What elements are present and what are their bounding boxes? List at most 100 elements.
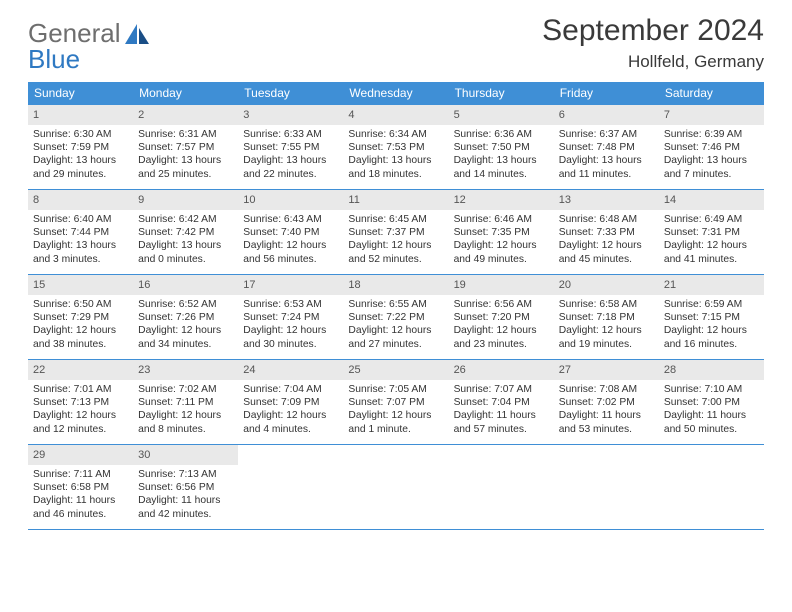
day-body: Sunrise: 6:55 AMSunset: 7:22 PMDaylight:… xyxy=(343,295,448,357)
day-body: Sunrise: 6:31 AMSunset: 7:57 PMDaylight:… xyxy=(133,125,238,187)
sunrise-text: Sunrise: 6:46 AM xyxy=(454,213,549,226)
day-number: 30 xyxy=(133,445,238,465)
day-body: Sunrise: 7:05 AMSunset: 7:07 PMDaylight:… xyxy=(343,380,448,442)
day-cell: 4Sunrise: 6:34 AMSunset: 7:53 PMDaylight… xyxy=(343,105,448,189)
sunrise-text: Sunrise: 6:42 AM xyxy=(138,213,233,226)
day-body: Sunrise: 6:43 AMSunset: 7:40 PMDaylight:… xyxy=(238,210,343,272)
month-title: September 2024 xyxy=(542,14,764,48)
day-cell: 18Sunrise: 6:55 AMSunset: 7:22 PMDayligh… xyxy=(343,275,448,359)
daylight-text: Daylight: 12 hours and 1 minute. xyxy=(348,409,443,435)
day-number: 27 xyxy=(554,360,659,380)
day-number: 22 xyxy=(28,360,133,380)
calendar-grid: Sunday Monday Tuesday Wednesday Thursday… xyxy=(28,82,764,530)
sunrise-text: Sunrise: 6:53 AM xyxy=(243,298,338,311)
sunset-text: Sunset: 7:22 PM xyxy=(348,311,443,324)
day-cell: 25Sunrise: 7:05 AMSunset: 7:07 PMDayligh… xyxy=(343,360,448,444)
day-body: Sunrise: 7:13 AMSunset: 6:56 PMDaylight:… xyxy=(133,465,238,527)
day-cell: 30Sunrise: 7:13 AMSunset: 6:56 PMDayligh… xyxy=(133,445,238,529)
day-number: 16 xyxy=(133,275,238,295)
sunset-text: Sunset: 6:56 PM xyxy=(138,481,233,494)
week-row: 22Sunrise: 7:01 AMSunset: 7:13 PMDayligh… xyxy=(28,360,764,445)
day-body: Sunrise: 6:58 AMSunset: 7:18 PMDaylight:… xyxy=(554,295,659,357)
daylight-text: Daylight: 12 hours and 34 minutes. xyxy=(138,324,233,350)
sunrise-text: Sunrise: 6:58 AM xyxy=(559,298,654,311)
day-body: Sunrise: 7:10 AMSunset: 7:00 PMDaylight:… xyxy=(659,380,764,442)
day-number: 8 xyxy=(28,190,133,210)
sunrise-text: Sunrise: 6:39 AM xyxy=(664,128,759,141)
week-row: 15Sunrise: 6:50 AMSunset: 7:29 PMDayligh… xyxy=(28,275,764,360)
day-cell xyxy=(554,445,659,529)
day-cell: 17Sunrise: 6:53 AMSunset: 7:24 PMDayligh… xyxy=(238,275,343,359)
sunrise-text: Sunrise: 7:01 AM xyxy=(33,383,128,396)
daylight-text: Daylight: 12 hours and 19 minutes. xyxy=(559,324,654,350)
day-cell: 14Sunrise: 6:49 AMSunset: 7:31 PMDayligh… xyxy=(659,190,764,274)
daylight-text: Daylight: 13 hours and 7 minutes. xyxy=(664,154,759,180)
day-number: 2 xyxy=(133,105,238,125)
day-number: 15 xyxy=(28,275,133,295)
sunrise-text: Sunrise: 6:40 AM xyxy=(33,213,128,226)
day-body: Sunrise: 6:56 AMSunset: 7:20 PMDaylight:… xyxy=(449,295,554,357)
week-row: 1Sunrise: 6:30 AMSunset: 7:59 PMDaylight… xyxy=(28,105,764,190)
day-number: 3 xyxy=(238,105,343,125)
sunrise-text: Sunrise: 7:07 AM xyxy=(454,383,549,396)
day-cell xyxy=(238,445,343,529)
sunset-text: Sunset: 7:35 PM xyxy=(454,226,549,239)
day-cell: 24Sunrise: 7:04 AMSunset: 7:09 PMDayligh… xyxy=(238,360,343,444)
day-body: Sunrise: 7:11 AMSunset: 6:58 PMDaylight:… xyxy=(28,465,133,527)
day-body: Sunrise: 7:08 AMSunset: 7:02 PMDaylight:… xyxy=(554,380,659,442)
day-of-week-header: Sunday Monday Tuesday Wednesday Thursday… xyxy=(28,82,764,105)
day-body: Sunrise: 7:01 AMSunset: 7:13 PMDaylight:… xyxy=(28,380,133,442)
header: General Blue September 2024 Hollfeld, Ge… xyxy=(28,14,764,72)
day-cell: 13Sunrise: 6:48 AMSunset: 7:33 PMDayligh… xyxy=(554,190,659,274)
day-number: 24 xyxy=(238,360,343,380)
daylight-text: Daylight: 13 hours and 18 minutes. xyxy=(348,154,443,180)
sunset-text: Sunset: 7:46 PM xyxy=(664,141,759,154)
sunset-text: Sunset: 7:00 PM xyxy=(664,396,759,409)
daylight-text: Daylight: 12 hours and 8 minutes. xyxy=(138,409,233,435)
day-body: Sunrise: 6:46 AMSunset: 7:35 PMDaylight:… xyxy=(449,210,554,272)
sunset-text: Sunset: 7:50 PM xyxy=(454,141,549,154)
day-number: 26 xyxy=(449,360,554,380)
day-body: Sunrise: 6:34 AMSunset: 7:53 PMDaylight:… xyxy=(343,125,448,187)
day-body: Sunrise: 6:33 AMSunset: 7:55 PMDaylight:… xyxy=(238,125,343,187)
day-number: 21 xyxy=(659,275,764,295)
daylight-text: Daylight: 12 hours and 4 minutes. xyxy=(243,409,338,435)
daylight-text: Daylight: 12 hours and 41 minutes. xyxy=(664,239,759,265)
dow-tuesday: Tuesday xyxy=(238,82,343,105)
daylight-text: Daylight: 13 hours and 22 minutes. xyxy=(243,154,338,180)
sunset-text: Sunset: 7:29 PM xyxy=(33,311,128,324)
day-number: 9 xyxy=(133,190,238,210)
sunset-text: Sunset: 7:42 PM xyxy=(138,226,233,239)
day-cell: 19Sunrise: 6:56 AMSunset: 7:20 PMDayligh… xyxy=(449,275,554,359)
day-number: 7 xyxy=(659,105,764,125)
sunset-text: Sunset: 7:09 PM xyxy=(243,396,338,409)
day-number: 10 xyxy=(238,190,343,210)
sunset-text: Sunset: 7:26 PM xyxy=(138,311,233,324)
day-cell: 3Sunrise: 6:33 AMSunset: 7:55 PMDaylight… xyxy=(238,105,343,189)
day-number: 13 xyxy=(554,190,659,210)
sunrise-text: Sunrise: 6:36 AM xyxy=(454,128,549,141)
sunset-text: Sunset: 7:55 PM xyxy=(243,141,338,154)
day-number: 20 xyxy=(554,275,659,295)
title-block: September 2024 Hollfeld, Germany xyxy=(542,14,764,72)
day-body: Sunrise: 6:37 AMSunset: 7:48 PMDaylight:… xyxy=(554,125,659,187)
day-number: 29 xyxy=(28,445,133,465)
sunrise-text: Sunrise: 6:31 AM xyxy=(138,128,233,141)
sunrise-text: Sunrise: 6:34 AM xyxy=(348,128,443,141)
sunset-text: Sunset: 7:53 PM xyxy=(348,141,443,154)
daylight-text: Daylight: 12 hours and 27 minutes. xyxy=(348,324,443,350)
daylight-text: Daylight: 11 hours and 46 minutes. xyxy=(33,494,128,520)
sunrise-text: Sunrise: 7:10 AM xyxy=(664,383,759,396)
sunrise-text: Sunrise: 6:56 AM xyxy=(454,298,549,311)
daylight-text: Daylight: 11 hours and 53 minutes. xyxy=(559,409,654,435)
day-number: 5 xyxy=(449,105,554,125)
sunrise-text: Sunrise: 6:52 AM xyxy=(138,298,233,311)
sunset-text: Sunset: 7:07 PM xyxy=(348,396,443,409)
sunset-text: Sunset: 7:57 PM xyxy=(138,141,233,154)
sunrise-text: Sunrise: 7:05 AM xyxy=(348,383,443,396)
day-cell: 22Sunrise: 7:01 AMSunset: 7:13 PMDayligh… xyxy=(28,360,133,444)
day-number: 18 xyxy=(343,275,448,295)
daylight-text: Daylight: 13 hours and 0 minutes. xyxy=(138,239,233,265)
day-cell: 15Sunrise: 6:50 AMSunset: 7:29 PMDayligh… xyxy=(28,275,133,359)
day-cell: 5Sunrise: 6:36 AMSunset: 7:50 PMDaylight… xyxy=(449,105,554,189)
